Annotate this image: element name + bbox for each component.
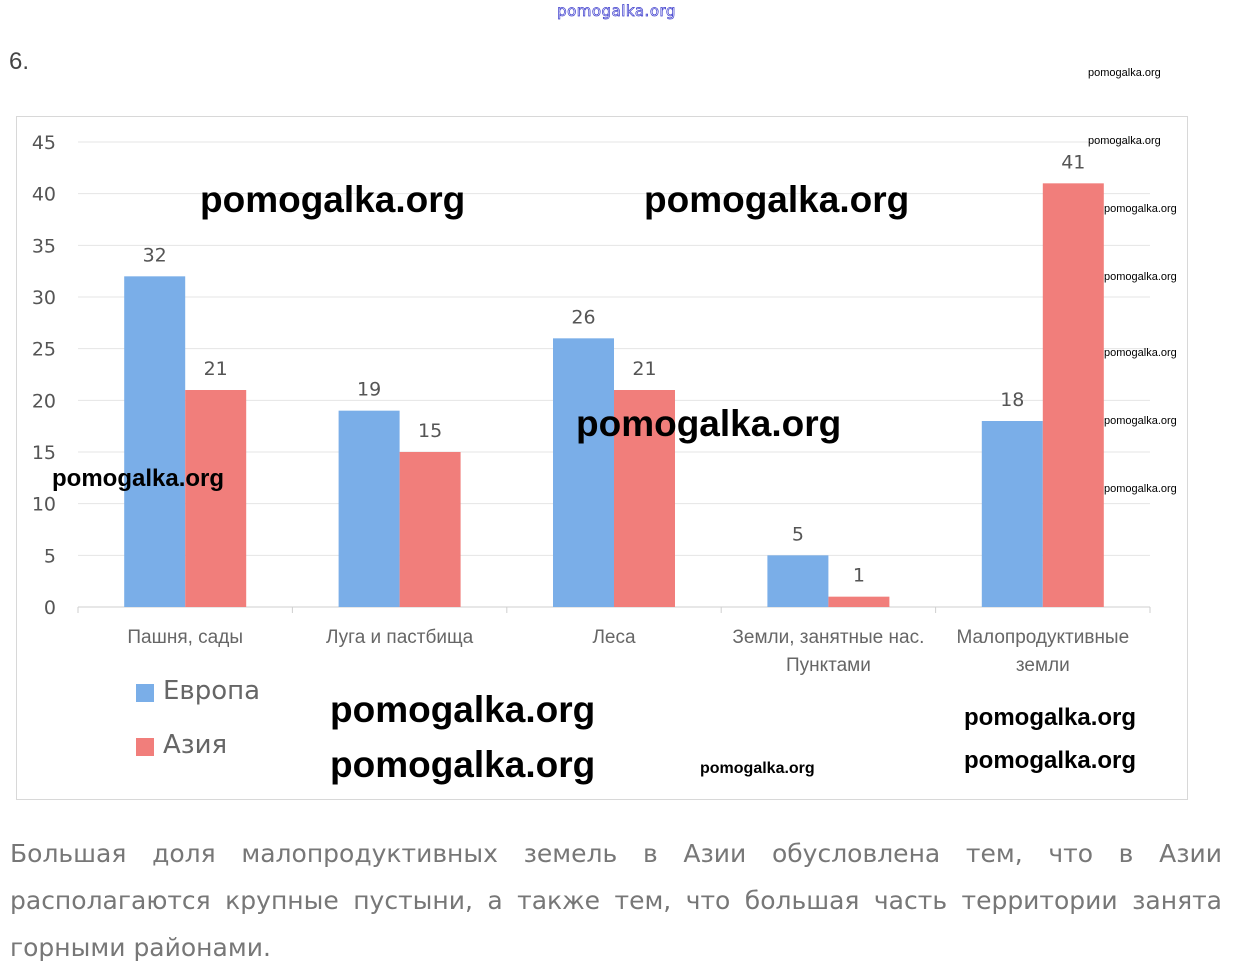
watermark: pomogalka.org (1104, 415, 1177, 427)
watermark: pomogalka.org (1104, 271, 1177, 283)
bar-europe (124, 276, 186, 607)
data-label: 26 (571, 306, 595, 328)
legend-label-europe: Европа (163, 676, 261, 706)
bar-asia (828, 596, 890, 607)
bar-europe (981, 421, 1043, 607)
legend-swatch-europe (136, 684, 154, 702)
x-tick-label: Луга и пастбища (326, 627, 474, 648)
data-label: 18 (1000, 389, 1024, 411)
y-tick-label: 15 (32, 442, 56, 464)
bar-asia (1042, 183, 1104, 608)
watermark: pomogalka.org (330, 744, 596, 785)
watermark: pomogalka.org (1104, 347, 1177, 359)
data-label: 21 (204, 358, 228, 380)
chart-frame (16, 116, 1188, 800)
y-tick-label: 35 (32, 235, 56, 257)
answer-line: располагаются крупные пустыни, а также т… (10, 886, 1222, 915)
legend-label-asia: Азия (163, 730, 228, 760)
y-tick-label: 0 (44, 597, 56, 619)
bar-asia (614, 390, 675, 607)
watermark: pomogalka.org (964, 747, 1137, 774)
data-label: 19 (357, 379, 381, 401)
data-label: 1 (853, 565, 865, 587)
bar-europe (767, 555, 829, 607)
x-tick-label: Пашня, сады (127, 627, 243, 648)
answer-line: горными районами. (10, 933, 271, 962)
task-number: 6. (9, 48, 30, 75)
x-tick-label: Леса (592, 627, 636, 648)
watermark: pomogalka.org (52, 465, 225, 492)
data-label: 5 (792, 523, 804, 545)
data-label: 41 (1061, 151, 1085, 173)
y-tick-label: 20 (32, 390, 56, 412)
data-label: 21 (632, 358, 656, 380)
y-tick-label: 45 (32, 132, 56, 154)
legend-swatch-asia (136, 738, 154, 756)
x-tick-label: земли (1016, 655, 1070, 676)
bar-asia (399, 452, 461, 607)
watermark: pomogalka.org (700, 760, 815, 777)
watermark: pomogalka.org (964, 704, 1137, 731)
y-tick-label: 10 (32, 494, 56, 516)
data-label: 15 (418, 420, 442, 442)
data-label: 32 (143, 244, 167, 266)
watermark: pomogalka.org (644, 179, 910, 220)
bar-europe (553, 338, 614, 607)
answer-text: Большая доля малопродуктивных земель в А… (10, 830, 1222, 971)
watermark: pomogalka.org (1104, 203, 1177, 215)
bar-asia (185, 390, 247, 607)
y-tick-label: 5 (44, 545, 56, 567)
watermark: pomogalka.org (200, 179, 466, 220)
watermark: pomogalka.org (1104, 483, 1177, 495)
watermark: pomogalka.org (576, 403, 842, 444)
watermark: pomogalka.org (1088, 67, 1161, 79)
watermark: pomogalka.org (1088, 135, 1161, 147)
y-tick-label: 40 (32, 184, 56, 206)
x-tick-label: Пунктами (786, 655, 871, 676)
x-tick-label: Малопродуктивные (956, 627, 1129, 648)
y-tick-label: 30 (32, 287, 56, 309)
bar-europe (338, 410, 400, 607)
y-tick-label: 25 (32, 339, 56, 361)
x-tick-label: Земли, занятные нас. (732, 627, 924, 648)
answer-line: Большая доля малопродуктивных земель в А… (10, 839, 1222, 868)
site-link[interactable]: pomogalka.org (557, 2, 676, 21)
watermark: pomogalka.org (330, 689, 596, 730)
